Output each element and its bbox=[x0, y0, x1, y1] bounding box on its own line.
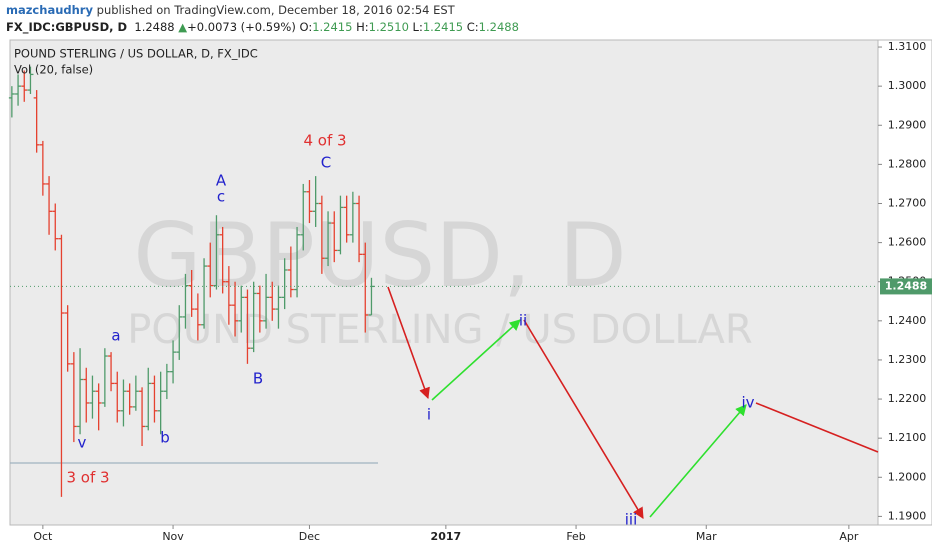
wave-label: iv bbox=[741, 394, 754, 412]
publish-line: mazchaudhry published on TradingView.com… bbox=[6, 3, 455, 17]
chart-title: POUND STERLING / US DOLLAR, D, FX_IDC bbox=[14, 47, 258, 61]
l-label: L: bbox=[412, 20, 423, 34]
wave-label: i bbox=[427, 406, 431, 424]
last-price-label: 1.2488 bbox=[885, 279, 927, 292]
wave-label: ii bbox=[519, 312, 527, 330]
wave-arrow bbox=[387, 286, 430, 400]
x-tick-label: Apr bbox=[839, 530, 859, 543]
x-tick-label: Mar bbox=[696, 530, 717, 543]
wave-label: b bbox=[160, 429, 170, 447]
y-tick-label: 1.2600 bbox=[888, 236, 927, 249]
arrow: ▲ bbox=[178, 20, 188, 34]
c-label: C: bbox=[466, 20, 479, 34]
chart-subtitle: Vol (20, false) bbox=[14, 63, 93, 77]
wave-arrow bbox=[431, 319, 521, 401]
wave-arrow bbox=[523, 319, 644, 519]
watermark2: POUND STERLING / US DOLLAR bbox=[127, 307, 752, 353]
wave-arrow bbox=[755, 402, 879, 453]
o-label: O: bbox=[299, 20, 313, 34]
wave-label: c bbox=[217, 188, 225, 206]
wave-label: 4 of 3 bbox=[303, 132, 346, 150]
x-tick-label: Dec bbox=[299, 530, 320, 543]
y-tick-label: 1.1900 bbox=[888, 509, 927, 522]
h-label: H: bbox=[356, 20, 369, 34]
y-tick-label: 1.2200 bbox=[888, 392, 927, 405]
wave-label: A bbox=[216, 172, 227, 190]
y-tick-label: 1.2300 bbox=[888, 353, 927, 366]
o: 1.2415 bbox=[312, 20, 353, 34]
y-tick-label: 1.3100 bbox=[888, 40, 927, 53]
wave-label: B bbox=[253, 370, 263, 388]
watermark: GBPUSD, D bbox=[133, 204, 626, 307]
h: 1.2510 bbox=[368, 20, 409, 34]
y-tick-label: 1.2900 bbox=[888, 118, 927, 131]
wave-label: v bbox=[78, 434, 87, 452]
x-tick-label: Feb bbox=[566, 530, 585, 543]
symbol: FX_IDC:GBPUSD, D bbox=[6, 20, 128, 34]
quote-line: FX_IDC:GBPUSD, D 1.2488 ▲+0.0073 (+0.59%… bbox=[6, 20, 519, 34]
last: 1.2488 bbox=[134, 20, 175, 34]
x-tick-label: 2017 bbox=[431, 530, 462, 543]
y-tick-label: 1.3000 bbox=[888, 79, 927, 92]
y-tick-label: 1.2800 bbox=[888, 157, 927, 170]
x-tick-label: Oct bbox=[33, 530, 53, 543]
c: 1.2488 bbox=[478, 20, 519, 34]
wave-label: iii bbox=[625, 511, 638, 529]
y-tick-label: 1.2700 bbox=[888, 196, 927, 209]
change: +0.0073 (+0.59%) bbox=[187, 20, 296, 34]
wave-label: a bbox=[111, 327, 120, 345]
wave-label: 3 of 3 bbox=[66, 469, 109, 487]
author[interactable]: mazchaudhry bbox=[6, 3, 93, 17]
x-tick-label: Nov bbox=[162, 530, 184, 543]
l: 1.2415 bbox=[422, 20, 464, 34]
y-tick-label: 1.2400 bbox=[888, 314, 927, 327]
y-tick-label: 1.2000 bbox=[888, 470, 927, 483]
y-tick-label: 1.2100 bbox=[888, 431, 927, 444]
wave-label: C bbox=[321, 154, 331, 172]
published: published on TradingView.com, December 1… bbox=[96, 3, 455, 17]
last-price-box bbox=[880, 278, 932, 295]
wave-arrow bbox=[649, 404, 747, 518]
